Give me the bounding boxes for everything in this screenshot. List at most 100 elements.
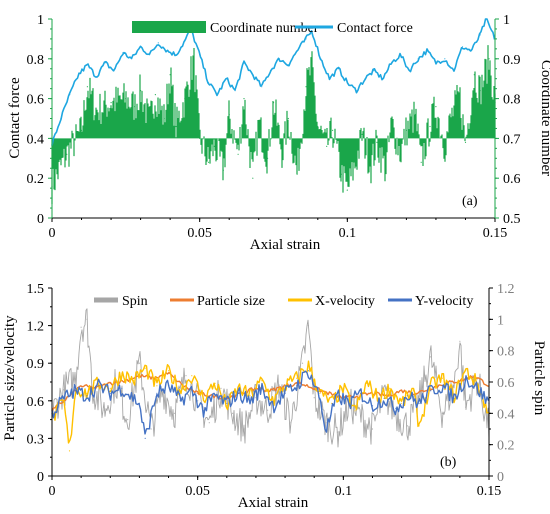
- panel-a-series-contact-force-point: [113, 70, 115, 72]
- panel-b-series-spin-point: [406, 425, 408, 427]
- panel-a-series-contact-force-point: [364, 78, 366, 80]
- panel-a-series-coordinate-number-point: [414, 113, 416, 116]
- panel-a-series-contact-force-point: [261, 86, 263, 88]
- panel-a-series-coordinate-number-point: [134, 106, 136, 108]
- panel-a-left-y-axis-label: Contact force: [7, 77, 23, 159]
- panel-a-label: (a): [462, 194, 478, 209]
- panel-a-series-contact-force: [51, 18, 496, 146]
- panel-a-series-coordinate-number-point: [326, 145, 328, 147]
- panel-b-series-spin-point: [465, 406, 467, 408]
- panel-b-series-spin-point: [453, 384, 455, 386]
- panel-b-series-y-velocity-point: [441, 385, 443, 387]
- panel-a-x-axis-label: Axial strain: [250, 237, 321, 253]
- panel-b-series-x-velocity-point: [63, 400, 65, 402]
- panel-a-series-contact-force-point: [382, 78, 384, 80]
- panel-b-series-spin-point: [267, 409, 269, 411]
- panel-b-series-x-velocity-point: [226, 405, 228, 407]
- panel-a-series-contact-force-point: [355, 90, 357, 92]
- panel-b-series-particle-size-point: [80, 385, 82, 387]
- panel-b-series-y-velocity-point: [371, 405, 374, 407]
- panel-a-series-contact-force-point: [287, 64, 289, 66]
- panel-a-left-y-tick-label: 0.4: [27, 132, 45, 147]
- panel-a-series-contact-force-point: [86, 64, 88, 66]
- panel-b-series-y-velocity: [51, 370, 490, 439]
- panel-b-series-y-velocity-point: [465, 377, 467, 379]
- panel-b-series-spin-point: [371, 428, 374, 430]
- panel-b-series-y-velocity-point: [86, 395, 88, 397]
- panel-b-series-spin-point: [290, 422, 292, 424]
- panel-a-series-contact-force-point: [199, 54, 201, 56]
- panel-a-series-contact-force-point: [78, 74, 80, 76]
- panel-a-series-coordinate-number-point: [370, 165, 372, 167]
- panel-b-left-y-axis-label: Particle size/velocity: [2, 315, 18, 441]
- panel-b-series-particle-size-point: [430, 387, 432, 389]
- panel-b-series-y-velocity-point: [226, 402, 228, 404]
- panel-a-series-contact-force-point: [95, 76, 97, 78]
- panel-b-series-spin-point: [441, 412, 443, 414]
- panel-a-x-tick-label: 0.05: [187, 226, 212, 241]
- panel-a-series-contact-force-point: [485, 18, 487, 20]
- panel-b-series-spin-point: [74, 378, 76, 380]
- panel-a-series-coordinate-number-point: [213, 145, 215, 147]
- panel-a-series-coordinate-number-point: [110, 102, 112, 104]
- panel-b: 0 0.05 0.1 0.1500.30.60.91.21.500.20.40.60.…: [2, 282, 547, 511]
- panel-b-series-y-velocity-point: [360, 392, 362, 394]
- panel-b-series-y-velocity-point: [476, 387, 478, 389]
- panel-a-left-y-tick-label: 0.2: [27, 172, 45, 187]
- panel-a-series-contact-force-point: [157, 42, 159, 44]
- panel-a-series-contact-force-point: [122, 52, 124, 54]
- panel-b-series-x-velocity-point: [121, 372, 123, 374]
- panel-a-right-y-tick-label: 0.5: [503, 212, 521, 227]
- panel-b-series-x-velocity-point: [366, 382, 368, 384]
- panel-a-series-coordinate-number-point: [399, 153, 402, 155]
- panel-a-series-contact-force-point: [104, 62, 106, 64]
- panel-a-series-contact-force-point: [337, 68, 340, 70]
- panel-a-series-coordinate-number-point: [66, 153, 68, 155]
- legend-label-contact-force: Contact force: [337, 21, 413, 36]
- panel-a-series-coordinate-number-point: [86, 86, 88, 88]
- panel-b-series-spin-point: [208, 422, 210, 424]
- panel-b-series-y-velocity-point: [156, 392, 158, 394]
- panel-b-series-y-velocity-point: [214, 395, 216, 397]
- panel-b-series-x-velocity-point: [261, 380, 263, 382]
- panel-a-right-y-tick-label: 1: [503, 13, 510, 28]
- panel-a-series-contact-force-point: [305, 38, 307, 40]
- panel-a-series-coordinate-number-point: [361, 133, 363, 135]
- panel-b-right-y-tick-label: 0.6: [497, 376, 515, 391]
- panel-b-series-y-velocity-point: [191, 390, 193, 392]
- panel-b-series-x-velocity-point: [133, 380, 135, 382]
- panel-a-series-contact-force-point: [69, 94, 71, 96]
- panel-b-series-x-velocity-point: [214, 382, 216, 384]
- panel-b-series-particle-size-point: [459, 380, 461, 382]
- panel-b-label: (b): [440, 455, 457, 470]
- panel-b-left-y-tick-label: 0.3: [27, 432, 45, 447]
- panel-b-series-y-velocity-point: [296, 385, 298, 387]
- panel-a-series-coordinate-number-point: [464, 141, 467, 143]
- panel-b-series-spin-point: [150, 428, 152, 430]
- panel-a-series-coordinate-number-point: [332, 129, 334, 131]
- panel-b-series-particle-size-point: [269, 390, 272, 392]
- panel-b-series-y-velocity-point: [325, 430, 327, 432]
- panel-b-series-particle-size-point: [357, 395, 359, 397]
- panel-b-series-spin-point: [127, 419, 129, 421]
- panel-b-series-spin-point: [173, 412, 175, 414]
- panel-a-series-contact-force-point: [175, 54, 177, 56]
- panel-a-series-contact-force-point: [148, 54, 151, 56]
- panel-b-series-x-velocity-point: [401, 402, 403, 404]
- panel-b-x-tick-label: 0.15: [477, 484, 502, 499]
- panel-b-right-y-axis-label: Particle spin: [531, 341, 547, 416]
- panel-a-legend: Coordinate number Contact force: [132, 21, 413, 36]
- panel-b-left-y-tick-label: 0.6: [27, 395, 45, 410]
- panel-a-series-contact-force-point: [417, 58, 419, 60]
- panel-b-series-y-velocity-point: [133, 397, 135, 399]
- legend-swatch-coordinate-number: [132, 21, 206, 33]
- panel-b-series-y-velocity-point: [383, 397, 385, 399]
- panel-b-series-y-velocity-point: [430, 390, 432, 392]
- panel-a-x-tick-label: 0.15: [483, 226, 508, 241]
- panel-a-series-coordinate-number-point: [228, 113, 230, 116]
- panel-b-series-y-velocity-point: [284, 392, 286, 394]
- panel-a-right-y-tick-label: 0.8: [503, 93, 521, 108]
- panel-a-ticks: 0 0.05 0.1 0.15 0 0.2 0.4 0.6 0.8 1 0.5 0.6 0.7 0.8 0.…: [27, 13, 521, 241]
- panel-a-series-coordinate-number-point: [450, 117, 452, 120]
